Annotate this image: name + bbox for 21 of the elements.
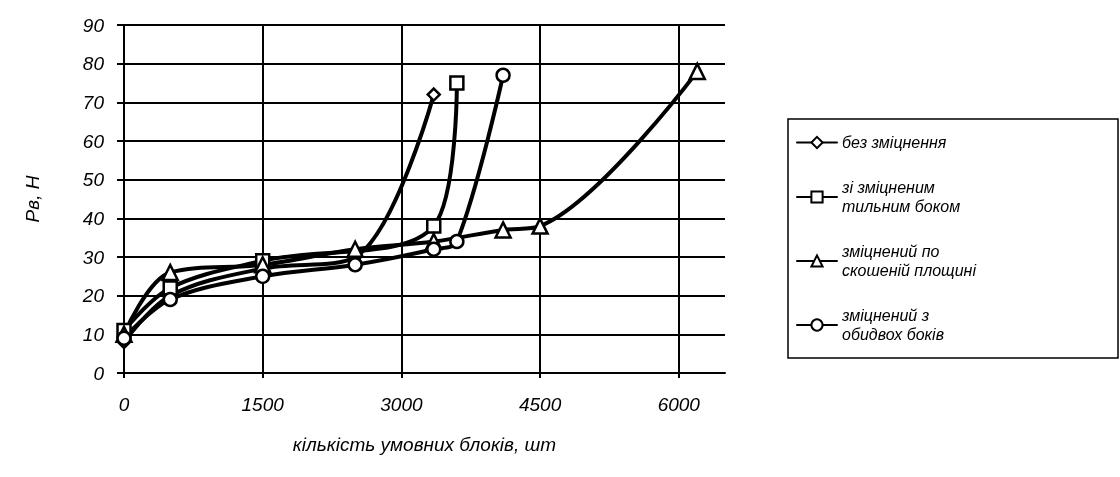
y-tick-label: 90 <box>82 14 105 36</box>
y-tick-label: 60 <box>82 130 105 152</box>
x-tick-label: 0 <box>118 394 130 415</box>
y-tick-label: 40 <box>82 207 105 229</box>
legend-label: без зміцнення <box>842 134 947 151</box>
y-tick-label: 50 <box>82 169 105 191</box>
y-tick-label: 30 <box>82 246 105 268</box>
y-tick-label: 80 <box>82 53 105 75</box>
legend-label: зі зміцненим тильним боком <box>841 179 961 215</box>
y-tick-label: 20 <box>81 285 105 307</box>
x-tick-label: 1500 <box>241 394 285 415</box>
legend-label: зміцнений по скошеній площині <box>841 243 977 279</box>
x-axis-title: кількість умовних блоків, шт <box>292 434 557 455</box>
y-tick-label: 10 <box>82 323 105 345</box>
y-axis-title: Рв, Н <box>22 175 43 223</box>
y-tick-label: 70 <box>82 91 105 113</box>
x-tick-label: 3000 <box>380 394 423 415</box>
legend-label: зміцнений з обидвох боків <box>841 307 944 343</box>
y-tick-label: 0 <box>93 362 105 384</box>
x-tick-label: 6000 <box>657 394 701 415</box>
x-tick-label: 4500 <box>518 394 562 415</box>
